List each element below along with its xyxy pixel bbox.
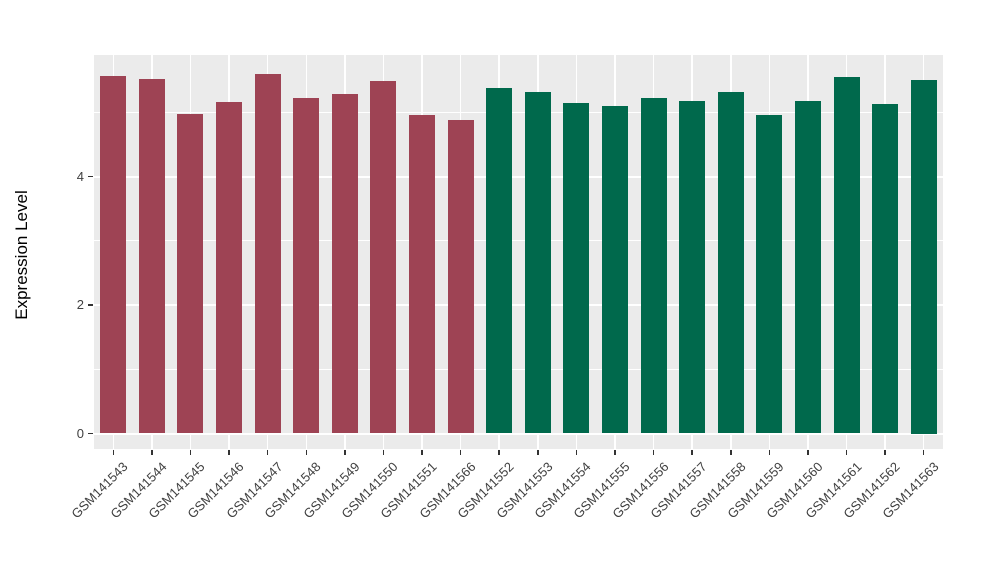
x-tick-mark xyxy=(228,450,230,455)
plot-panel xyxy=(94,55,943,449)
bar-GSM141551 xyxy=(409,114,436,434)
bar-GSM141566 xyxy=(447,119,474,434)
bar-GSM141560 xyxy=(794,100,821,434)
x-tick-mark xyxy=(151,450,153,455)
y-tick-mark xyxy=(88,175,93,178)
x-tick-mark xyxy=(768,450,771,455)
x-tick-mark xyxy=(730,450,732,455)
x-tick-mark xyxy=(652,450,655,455)
x-tick-mark xyxy=(807,450,809,455)
bar-GSM141546 xyxy=(216,101,243,434)
y-tick-mark xyxy=(88,304,93,306)
bar-GSM141547 xyxy=(254,74,281,434)
y-tick-mark xyxy=(88,432,93,435)
bar-GSM141543 xyxy=(100,76,127,434)
gridline-minor xyxy=(94,368,943,370)
bar-GSM141554 xyxy=(563,102,590,434)
bar-GSM141548 xyxy=(293,98,320,434)
bar-GSM141558 xyxy=(717,91,744,434)
x-tick-mark xyxy=(189,450,192,455)
y-tick-label: 2 xyxy=(76,297,84,312)
gridline-minor xyxy=(94,240,943,242)
x-tick-mark xyxy=(498,450,500,455)
x-tick-mark xyxy=(884,450,886,455)
gridline-minor xyxy=(94,111,943,113)
x-tick-mark xyxy=(845,450,848,455)
bar-GSM141562 xyxy=(872,103,899,434)
x-tick-mark xyxy=(922,450,925,455)
x-tick-mark xyxy=(421,450,423,455)
gridline-major xyxy=(94,432,943,435)
gridline-major xyxy=(94,304,943,306)
x-tick-mark xyxy=(266,450,269,455)
bar-GSM141549 xyxy=(331,94,358,434)
bar-GSM141559 xyxy=(756,115,783,434)
bar-GSM141561 xyxy=(833,76,860,434)
bar-GSM141556 xyxy=(640,98,667,434)
bar-GSM141552 xyxy=(486,87,513,434)
bar-GSM141555 xyxy=(601,105,628,434)
x-tick-mark xyxy=(691,450,693,455)
y-tick-label: 0 xyxy=(76,425,84,441)
x-tick-mark xyxy=(305,450,307,455)
bar-GSM141557 xyxy=(679,100,706,434)
x-tick-mark xyxy=(459,450,462,455)
y-axis-title: Expression Level xyxy=(12,190,31,320)
x-tick-mark xyxy=(614,450,616,455)
bar-GSM141544 xyxy=(138,78,165,434)
x-tick-mark xyxy=(112,450,115,455)
bar-GSM141545 xyxy=(177,113,204,434)
bar-GSM141553 xyxy=(524,91,551,434)
x-tick-mark xyxy=(382,450,385,455)
y-tick-label: 4 xyxy=(76,168,84,184)
x-tick-mark xyxy=(537,450,539,455)
gridline-major xyxy=(94,175,943,178)
bar-GSM141550 xyxy=(370,80,397,434)
x-tick-mark xyxy=(575,450,578,455)
x-tick-mark xyxy=(344,450,346,455)
bar-GSM141563 xyxy=(910,80,937,434)
